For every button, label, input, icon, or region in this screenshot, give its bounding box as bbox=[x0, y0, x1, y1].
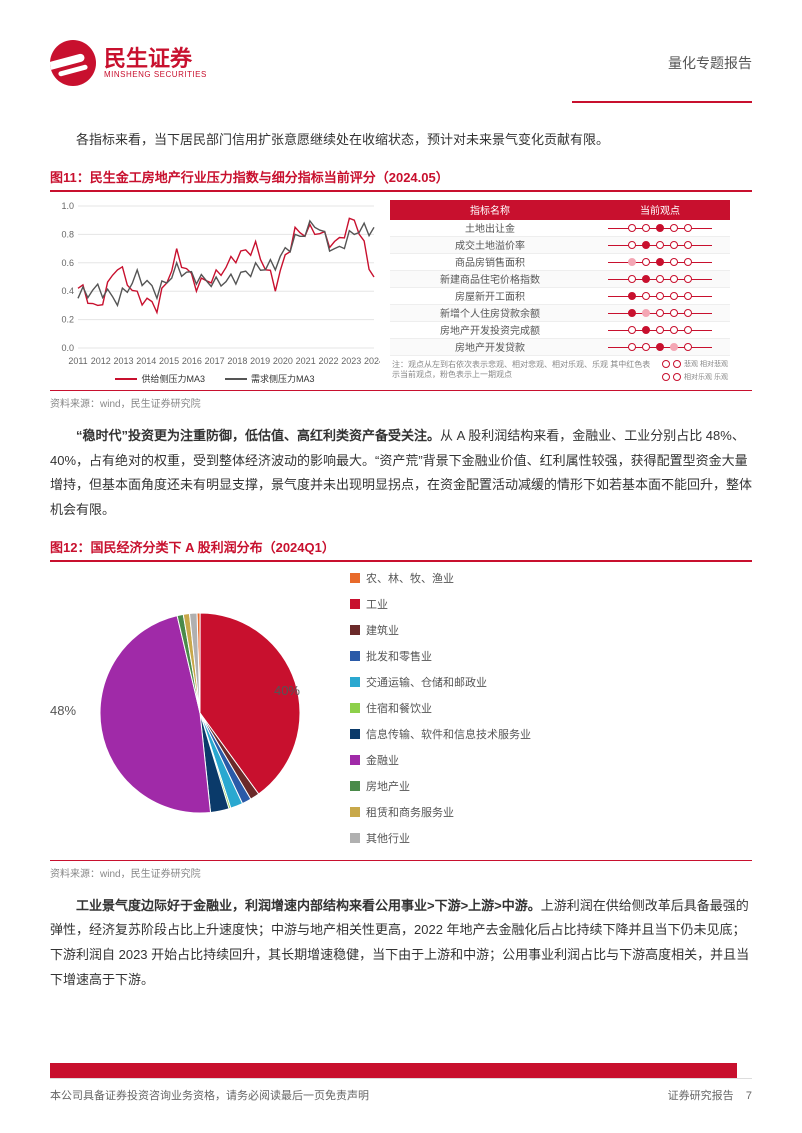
svg-text:2014: 2014 bbox=[136, 356, 156, 366]
pie-legend-item: 交通运输、仓储和邮政业 bbox=[350, 674, 531, 690]
indicator-name: 房地产开发投资完成额 bbox=[390, 322, 590, 337]
indicator-name: 房屋新开工面积 bbox=[390, 288, 590, 303]
figure11-indicator-table: 指标名称 当前观点 土地出让金成交土地溢价率商品房销售面积新建商品住宅价格指数房… bbox=[390, 200, 730, 386]
indicator-row: 房屋新开工面积 bbox=[390, 288, 730, 305]
table-header-view: 当前观点 bbox=[590, 202, 730, 217]
indicator-row: 商品房销售面积 bbox=[390, 254, 730, 271]
figure11-legend: 供给侧压力MA3 需求侧压力MA3 bbox=[50, 372, 380, 385]
svg-text:2020: 2020 bbox=[273, 356, 293, 366]
paragraph-3: 工业景气度边际好于金融业，利润增速内部结构来看公用事业>下游>上游>中游。上游利… bbox=[50, 894, 752, 993]
svg-text:2023: 2023 bbox=[341, 356, 361, 366]
pie-legend-item: 信息传输、软件和信息技术服务业 bbox=[350, 726, 531, 742]
svg-text:2021: 2021 bbox=[296, 356, 316, 366]
figure12-piechart: 48% 40% bbox=[50, 593, 330, 833]
legend-item: 需求侧压力MA3 bbox=[225, 372, 315, 385]
svg-text:0.4: 0.4 bbox=[61, 286, 74, 296]
indicator-row: 新建商品住宅价格指数 bbox=[390, 271, 730, 288]
paragraph-3-bold: 工业景气度边际好于金融业，利润增速内部结构来看公用事业>下游>上游>中游。 bbox=[76, 898, 541, 913]
pie-label-40: 40% bbox=[274, 683, 300, 698]
figure12-caption: 图12：国民经济分类下 A 股利润分布（2024Q1） bbox=[50, 537, 752, 562]
indicator-dots bbox=[590, 258, 730, 266]
logo-icon bbox=[50, 40, 96, 86]
pie-legend-item: 其他行业 bbox=[350, 830, 531, 846]
header-divider bbox=[572, 101, 752, 103]
svg-text:2017: 2017 bbox=[205, 356, 225, 366]
indicator-row: 土地出让金 bbox=[390, 220, 730, 237]
figure11-linechart: 0.00.20.40.60.81.02011201220132014201520… bbox=[50, 200, 380, 370]
indicator-row: 新增个人住房贷款余额 bbox=[390, 305, 730, 322]
indicator-name: 成交土地溢价率 bbox=[390, 237, 590, 252]
svg-text:0.8: 0.8 bbox=[61, 229, 74, 239]
svg-text:2016: 2016 bbox=[182, 356, 202, 366]
indicator-dots bbox=[590, 224, 730, 232]
table-header-indicator: 指标名称 bbox=[390, 202, 590, 217]
indicator-dots bbox=[590, 241, 730, 249]
figure11-caption: 图11：民生金工房地产行业压力指数与细分指标当前评分（2024.05） bbox=[50, 167, 752, 192]
indicator-dots bbox=[590, 326, 730, 334]
legend-item: 供给侧压力MA3 bbox=[115, 372, 205, 385]
svg-text:2018: 2018 bbox=[227, 356, 247, 366]
footer-disclaimer: 本公司具备证券投资咨询业务资格，请务必阅读最后一页免责声明 bbox=[50, 1087, 369, 1103]
paragraph-2: “稳时代”投资更为注重防御，低估值、高红利类资产备受关注。从 A 股利润结构来看… bbox=[50, 424, 752, 523]
footer-page-number: 7 bbox=[746, 1090, 752, 1102]
svg-text:0.6: 0.6 bbox=[61, 257, 74, 267]
footer-red-bar bbox=[50, 1063, 752, 1078]
indicator-dots bbox=[590, 292, 730, 300]
pie-legend-item: 农、林、牧、渔业 bbox=[350, 570, 531, 586]
logo-text-cn: 民生证券 bbox=[104, 48, 207, 70]
svg-text:2022: 2022 bbox=[318, 356, 338, 366]
indicator-dots bbox=[590, 309, 730, 317]
indicator-name: 房地产开发贷款 bbox=[390, 339, 590, 354]
indicator-name: 商品房销售面积 bbox=[390, 254, 590, 269]
pie-label-48: 48% bbox=[50, 703, 76, 718]
indicator-name: 新建商品住宅价格指数 bbox=[390, 271, 590, 286]
footer-report-label: 证券研究报告 bbox=[668, 1090, 734, 1102]
pie-legend-item: 房地产业 bbox=[350, 778, 531, 794]
svg-text:2011: 2011 bbox=[68, 356, 87, 366]
indicator-row: 房地产开发投资完成额 bbox=[390, 322, 730, 339]
svg-text:2012: 2012 bbox=[91, 356, 111, 366]
svg-text:2024: 2024 bbox=[364, 356, 380, 366]
pie-legend-item: 金融业 bbox=[350, 752, 531, 768]
figure12-source: 资料来源：wind，民生证券研究院 bbox=[50, 860, 752, 880]
header-report-type: 量化专题报告 bbox=[668, 53, 752, 73]
figure11-source: 资料来源：wind，民生证券研究院 bbox=[50, 390, 752, 410]
pie-legend-item: 批发和零售业 bbox=[350, 648, 531, 664]
logo-text-en: MINSHENG SECURITIES bbox=[104, 70, 207, 79]
table-note-legend: 悲观 相对悲观 相对乐观 乐观 bbox=[662, 360, 728, 382]
pie-legend-item: 建筑业 bbox=[350, 622, 531, 638]
table-note-text: 注：观点从左到右依次表示悲观、相对悲观、相对乐观、乐观 其中红色表示当前观点，粉… bbox=[392, 360, 656, 382]
pie-legend-item: 租赁和商务服务业 bbox=[350, 804, 531, 820]
pie-legend-item: 工业 bbox=[350, 596, 531, 612]
paragraph-1: 各指标来看，当下居民部门信用扩张意愿继续处在收缩状态，预计对未来景气变化贡献有限… bbox=[50, 128, 752, 153]
pie-legend-item: 住宿和餐饮业 bbox=[350, 700, 531, 716]
svg-text:0.0: 0.0 bbox=[61, 343, 74, 353]
svg-text:2015: 2015 bbox=[159, 356, 179, 366]
paragraph-2-bold: “稳时代”投资更为注重防御，低估值、高红利类资产备受关注。 bbox=[76, 428, 440, 443]
svg-text:2019: 2019 bbox=[250, 356, 270, 366]
indicator-row: 成交土地溢价率 bbox=[390, 237, 730, 254]
logo: 民生证券 MINSHENG SECURITIES bbox=[50, 40, 207, 86]
indicator-row: 房地产开发贷款 bbox=[390, 339, 730, 356]
indicator-dots bbox=[590, 275, 730, 283]
svg-text:2013: 2013 bbox=[114, 356, 134, 366]
indicator-name: 新增个人住房贷款余额 bbox=[390, 305, 590, 320]
figure12-legend: 农、林、牧、渔业工业建筑业批发和零售业交通运输、仓储和邮政业住宿和餐饮业信息传输… bbox=[350, 570, 531, 856]
indicator-dots bbox=[590, 343, 730, 351]
svg-text:1.0: 1.0 bbox=[61, 201, 74, 211]
indicator-name: 土地出让金 bbox=[390, 220, 590, 235]
svg-text:0.2: 0.2 bbox=[61, 314, 74, 324]
